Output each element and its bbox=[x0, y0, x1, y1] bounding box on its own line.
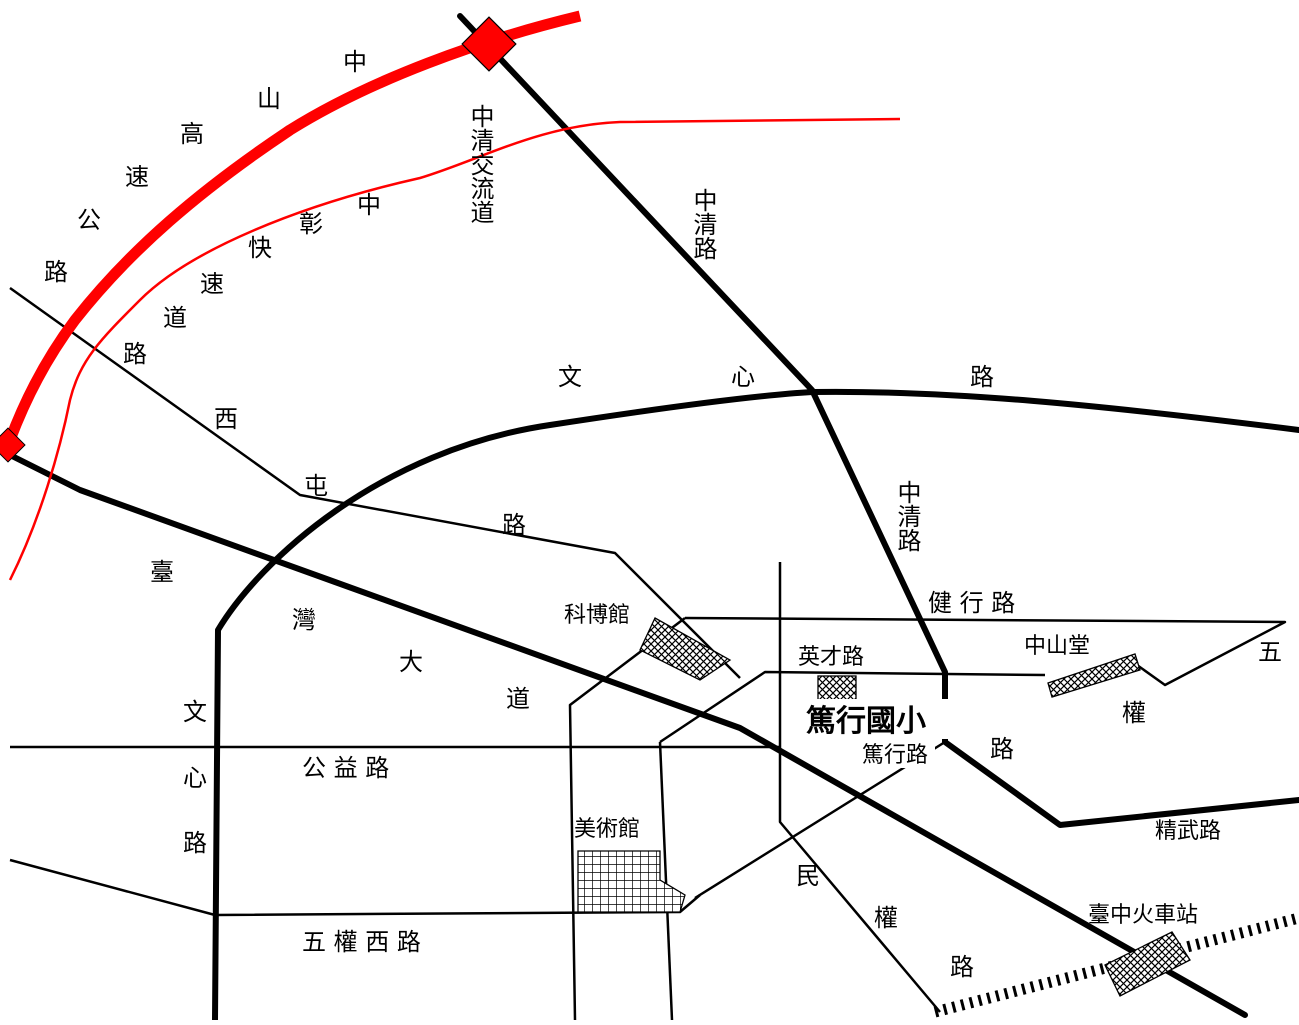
yingcai-label: 英才路 bbox=[798, 645, 864, 670]
wenxin-v-label-2: 心 bbox=[183, 764, 207, 792]
hwy-label-6: 路 bbox=[44, 258, 68, 286]
inner-road-a bbox=[658, 741, 674, 1021]
inner-road-b bbox=[778, 562, 941, 1013]
science-museum-building bbox=[639, 617, 732, 681]
hwy-label-3: 高 bbox=[180, 120, 204, 148]
wuquan-west-road bbox=[9, 858, 701, 917]
xitun-label-2: 屯 bbox=[304, 472, 328, 500]
museum-area-road bbox=[659, 670, 1046, 744]
hwy-label-1: 中 bbox=[343, 48, 367, 76]
taiwan-label-1: 臺 bbox=[150, 558, 174, 586]
duxing-label: 篤行路 bbox=[862, 743, 928, 768]
exp-label-5: 道 bbox=[163, 304, 187, 332]
station-label: 臺中火車站 bbox=[1088, 903, 1198, 928]
zhongqing-label-upper: 中清路 bbox=[689, 188, 717, 260]
hwy-label-5: 公 bbox=[77, 206, 101, 234]
exp-label-6: 路 bbox=[123, 340, 147, 368]
jianxing-label: 健 行 路 bbox=[928, 589, 1015, 617]
art-museum-building bbox=[577, 850, 686, 913]
highway-interchange-icon bbox=[0, 427, 26, 463]
gongyi-label: 公 益 路 bbox=[302, 754, 389, 782]
xitun-road bbox=[9, 286, 741, 679]
jianxing-road bbox=[684, 616, 1287, 687]
minquan-label-1: 民 bbox=[796, 862, 820, 890]
exp-label-3: 快 bbox=[248, 234, 272, 262]
taiwan-label-3: 大 bbox=[399, 648, 423, 676]
wuquan-label-2: 權 bbox=[1122, 699, 1146, 727]
school-label: 篤行國小 bbox=[806, 704, 926, 739]
zhongzhang-expressway bbox=[8, 117, 901, 581]
wenxin-road bbox=[212, 388, 1299, 1023]
exp-label-1: 中 bbox=[357, 191, 381, 219]
wenxin-v-label-1: 文 bbox=[183, 698, 207, 726]
taiwan-boulevard bbox=[7, 452, 1248, 1018]
zhongqing-interchange-icon bbox=[461, 16, 517, 72]
wuquan-west-label: 五 權 西 路 bbox=[302, 928, 421, 956]
taiwan-label-2: 灣 bbox=[292, 606, 316, 634]
xitun-label-1: 西 bbox=[214, 405, 238, 433]
zhongqing-label-lower: 中清路 bbox=[893, 480, 921, 552]
chungshan-hall-label: 中山堂 bbox=[1024, 634, 1090, 659]
wenxin-v-label-3: 路 bbox=[183, 829, 207, 857]
zhongshan-highway bbox=[4, 10, 582, 442]
exp-label-2: 彰 bbox=[299, 210, 323, 238]
wenxin-label-3: 路 bbox=[970, 363, 994, 391]
minquan-label-2: 權 bbox=[874, 904, 898, 932]
art-museum-label: 美術館 bbox=[574, 817, 640, 842]
wenxin-label-1: 文 bbox=[558, 363, 582, 391]
hwy-label-2: 山 bbox=[257, 85, 281, 113]
jingwu-label: 精武路 bbox=[1155, 819, 1221, 844]
chungshan-hall-building bbox=[1047, 653, 1141, 698]
interchange-label: 中清交流道 bbox=[466, 104, 494, 224]
station-building bbox=[1104, 931, 1191, 997]
exp-label-4: 速 bbox=[200, 270, 224, 298]
hwy-label-4: 速 bbox=[125, 163, 149, 191]
minquan-label-3: 路 bbox=[950, 953, 974, 981]
wuquan-label-3: 路 bbox=[990, 735, 1014, 763]
wuquan-label-1: 五 bbox=[1258, 638, 1282, 666]
science-museum-label: 科博館 bbox=[564, 603, 630, 628]
xitun-label-3: 路 bbox=[502, 511, 526, 539]
wenxin-label-2: 心 bbox=[731, 363, 755, 391]
taiwan-label-4: 道 bbox=[506, 685, 530, 713]
